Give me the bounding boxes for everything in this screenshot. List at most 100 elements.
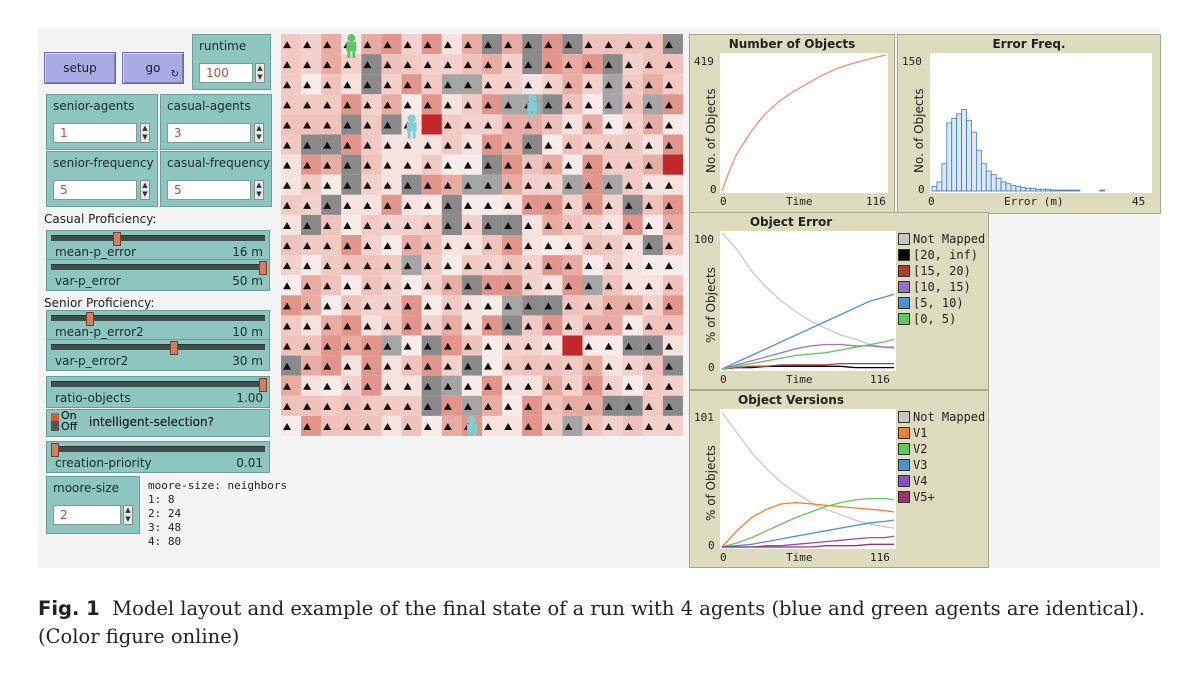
- runtime-field[interactable]: 100: [199, 63, 253, 83]
- legend-label: V2: [913, 442, 928, 456]
- switch-toggle[interactable]: [51, 413, 59, 431]
- world-view[interactable]: [281, 34, 683, 436]
- casual-agents-spinner[interactable]: ▲ ▼: [254, 123, 264, 143]
- patch: [482, 275, 503, 296]
- casual-frequency-spinner[interactable]: ▲ ▼: [254, 180, 264, 200]
- patch: [502, 315, 523, 336]
- patch: [281, 355, 302, 376]
- object-marker: [564, 402, 573, 410]
- moore-size-widget[interactable]: moore-size 2 ▲ ▼: [46, 476, 140, 534]
- patch: [542, 415, 563, 436]
- object-marker: [403, 101, 412, 109]
- runtime-spinner[interactable]: ▲ ▼: [255, 63, 265, 83]
- senior-agents-field[interactable]: 1: [53, 123, 137, 143]
- senior-frequency-widget[interactable]: senior-frequency 5 ▲ ▼: [46, 151, 158, 207]
- object-marker: [423, 422, 432, 430]
- intelligent-selection-switch[interactable]: On Off intelligent-selection?: [46, 409, 270, 437]
- patch: [421, 235, 442, 256]
- slider-knob[interactable]: [51, 443, 59, 457]
- object-marker: [524, 282, 533, 290]
- patch: [301, 54, 322, 75]
- patch: [642, 214, 663, 235]
- patch: [582, 255, 603, 276]
- slider-knob[interactable]: [113, 232, 122, 246]
- patch: [341, 275, 362, 296]
- object-marker: [463, 302, 472, 310]
- patch: [341, 395, 362, 416]
- object-marker: [604, 322, 613, 330]
- object-marker: [463, 282, 472, 290]
- object-marker: [624, 362, 633, 370]
- ratio-objects-slider[interactable]: ratio-objects 1.00: [46, 376, 270, 408]
- setup-button[interactable]: setup: [44, 52, 116, 84]
- senior-frequency-field[interactable]: 5: [53, 180, 137, 200]
- series-line-objects: [721, 54, 887, 192]
- object-marker: [664, 201, 673, 209]
- slider-knob[interactable]: [169, 341, 178, 355]
- patch: [281, 375, 302, 396]
- creation-priority-slider[interactable]: creation-priority 0.01: [46, 441, 270, 473]
- patch: [482, 114, 503, 135]
- object-marker: [343, 422, 352, 430]
- slider-knob[interactable]: [259, 378, 267, 392]
- senior-agents-spinner[interactable]: ▲ ▼: [140, 123, 150, 143]
- object-marker: [423, 61, 432, 69]
- patch: [662, 214, 683, 235]
- object-marker: [604, 221, 613, 229]
- patch: [602, 54, 623, 75]
- object-marker: [323, 61, 332, 69]
- var-p-error2-slider[interactable]: var-p_error2 30 m: [46, 339, 270, 371]
- patch: [482, 355, 503, 376]
- object-marker: [303, 282, 312, 290]
- slider-knob[interactable]: [259, 261, 267, 275]
- plot-area: [720, 53, 888, 193]
- go-button[interactable]: go ↻: [122, 52, 184, 84]
- slider-label: mean-p_error2: [55, 325, 144, 339]
- patch: [562, 275, 583, 296]
- patch: [562, 355, 583, 376]
- object-marker: [564, 101, 573, 109]
- patch: [341, 174, 362, 195]
- histogram-bar: [1045, 188, 1051, 192]
- patch: [522, 235, 543, 256]
- moore-size-field[interactable]: 2: [53, 505, 121, 525]
- patch: [381, 54, 402, 75]
- object-marker: [363, 101, 372, 109]
- object-marker: [544, 362, 553, 370]
- object-marker: [544, 101, 553, 109]
- x-label: Error (m): [1004, 195, 1064, 208]
- var-p-error-slider[interactable]: var-p_error 50 m: [46, 259, 270, 291]
- casual-agents-field[interactable]: 3: [167, 123, 251, 143]
- patch: [281, 255, 302, 276]
- patch: [441, 74, 462, 95]
- senior-frequency-spinner[interactable]: ▲ ▼: [140, 180, 150, 200]
- mean-p-error2-slider[interactable]: mean-p_error2 10 m: [46, 310, 270, 342]
- patch: [482, 375, 503, 396]
- patch: [341, 134, 362, 155]
- patch: [482, 415, 503, 436]
- object-marker: [584, 402, 593, 410]
- object-marker: [363, 342, 372, 350]
- object-marker: [343, 201, 352, 209]
- mean-p-error-slider[interactable]: mean-p_error 16 m: [46, 230, 270, 262]
- casual-frequency-widget[interactable]: casual-frequency 5 ▲ ▼: [160, 151, 272, 207]
- histogram-bar: [971, 131, 977, 192]
- runtime-input-widget[interactable]: runtime 100 ▲ ▼: [192, 34, 271, 90]
- patch: [602, 134, 623, 155]
- histogram-bar: [1059, 189, 1066, 192]
- x-label: Time: [786, 373, 813, 386]
- object-marker: [544, 141, 553, 149]
- object-marker: [604, 161, 613, 169]
- senior-agents-widget[interactable]: senior-agents 1 ▲ ▼: [46, 94, 158, 150]
- casual-agents-widget[interactable]: casual-agents 3 ▲ ▼: [160, 94, 272, 150]
- patch: [281, 335, 302, 356]
- patch: [542, 255, 563, 276]
- patch: [341, 315, 362, 336]
- legend-item: V3: [898, 457, 985, 473]
- x-max: 116: [870, 551, 890, 564]
- moore-size-spinner[interactable]: ▲ ▼: [123, 505, 133, 525]
- slider-value: 0.01: [236, 456, 263, 470]
- slider-knob[interactable]: [86, 312, 95, 326]
- casual-frequency-field[interactable]: 5: [167, 180, 251, 200]
- object-marker: [564, 121, 573, 129]
